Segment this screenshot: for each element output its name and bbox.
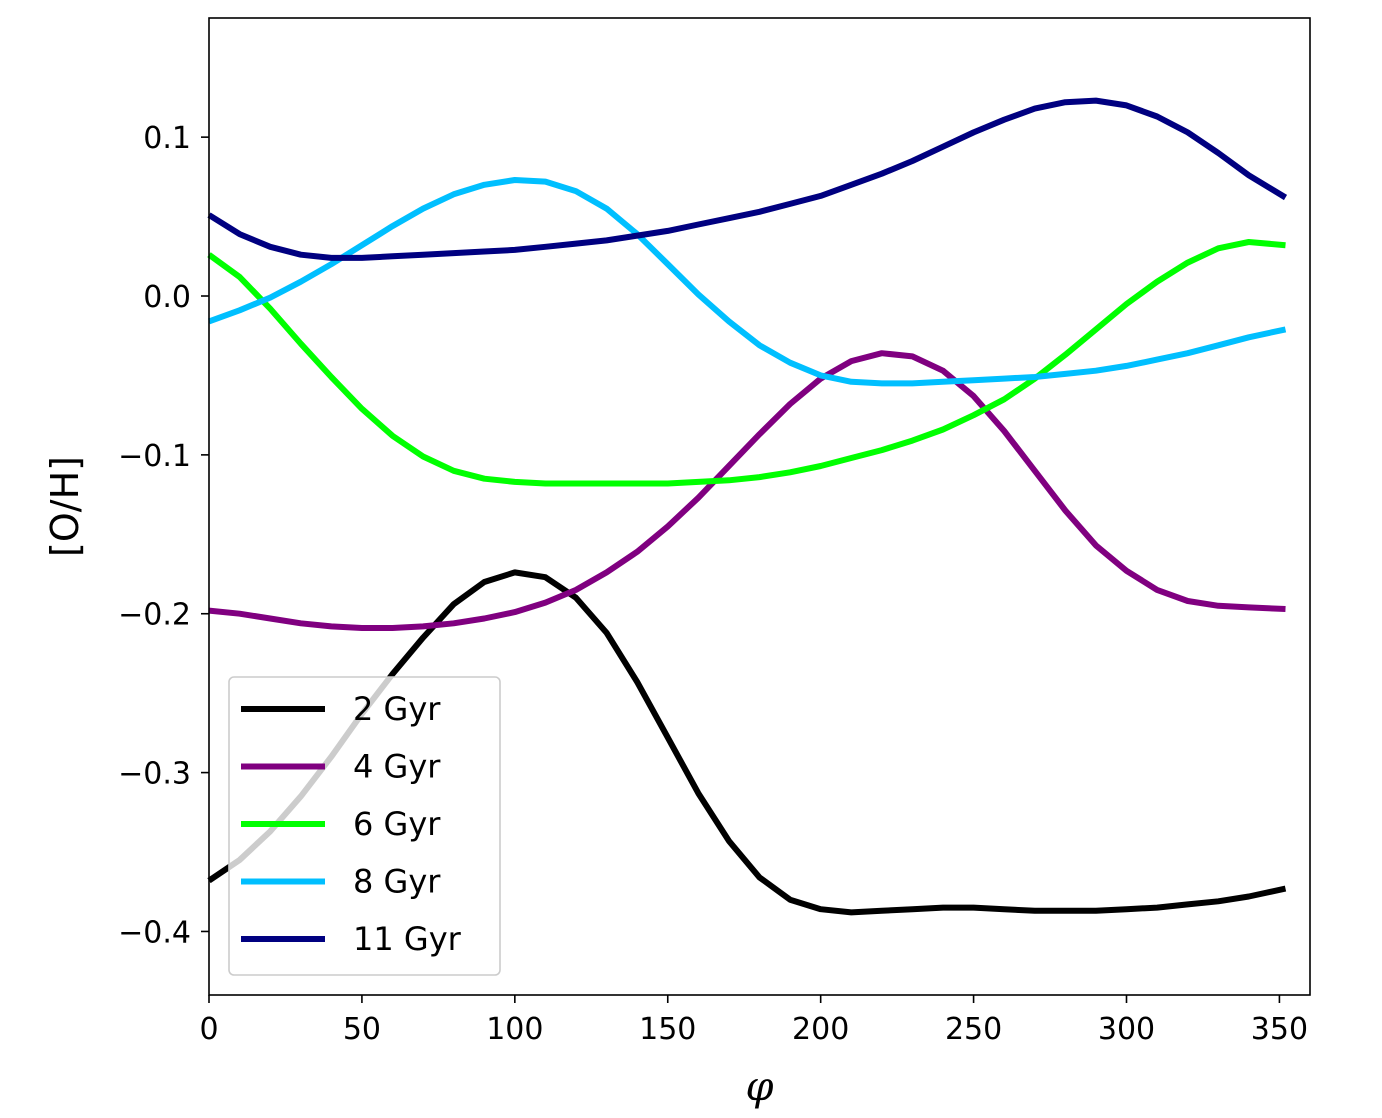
legend: 2 Gyr 4 Gyr 6 Gyr 8 Gyr 11 Gyr bbox=[228, 676, 501, 976]
y-tick-label: −0.1 bbox=[118, 439, 191, 474]
legend-label-3: 8 Gyr bbox=[353, 863, 441, 901]
series-line-4 bbox=[207, 97, 1288, 261]
series-line-1 bbox=[208, 350, 1286, 631]
x-axis-label: φ bbox=[745, 1064, 773, 1110]
x-axis: 0 50 100 150 200 250 300 350 bbox=[199, 995, 1308, 1047]
series-layer bbox=[207, 97, 1288, 916]
series-line-3 bbox=[207, 177, 1287, 387]
x-tick-label: 0 bbox=[199, 1012, 218, 1047]
legend-label-4: 11 Gyr bbox=[353, 920, 462, 958]
x-tick-label: 100 bbox=[486, 1012, 543, 1047]
x-tick-label: 150 bbox=[639, 1012, 696, 1047]
y-axis: 0.1 0.0 −0.1 −0.2 −0.3 −0.4 bbox=[118, 121, 209, 950]
legend-label-2: 6 Gyr bbox=[353, 805, 441, 843]
series-line-2 bbox=[207, 239, 1286, 487]
y-tick-label: 0.0 bbox=[143, 280, 191, 315]
x-tick-label: 350 bbox=[1251, 1012, 1308, 1047]
y-tick-label: −0.3 bbox=[118, 757, 191, 792]
x-tick-label: 250 bbox=[945, 1012, 1002, 1047]
x-tick-label: 300 bbox=[1098, 1012, 1155, 1047]
legend-label-1: 4 Gyr bbox=[353, 748, 441, 786]
y-tick-label: 0.1 bbox=[143, 121, 191, 156]
plot-frame bbox=[208, 17, 1311, 996]
y-axis-label: [O/H] bbox=[43, 456, 87, 557]
x-tick-label: 50 bbox=[343, 1012, 381, 1047]
legend-box bbox=[228, 676, 501, 976]
y-tick-label: −0.2 bbox=[118, 598, 191, 633]
legend-label-0: 2 Gyr bbox=[353, 690, 441, 728]
y-tick-label: −0.4 bbox=[118, 915, 191, 950]
x-tick-label: 200 bbox=[792, 1012, 849, 1047]
